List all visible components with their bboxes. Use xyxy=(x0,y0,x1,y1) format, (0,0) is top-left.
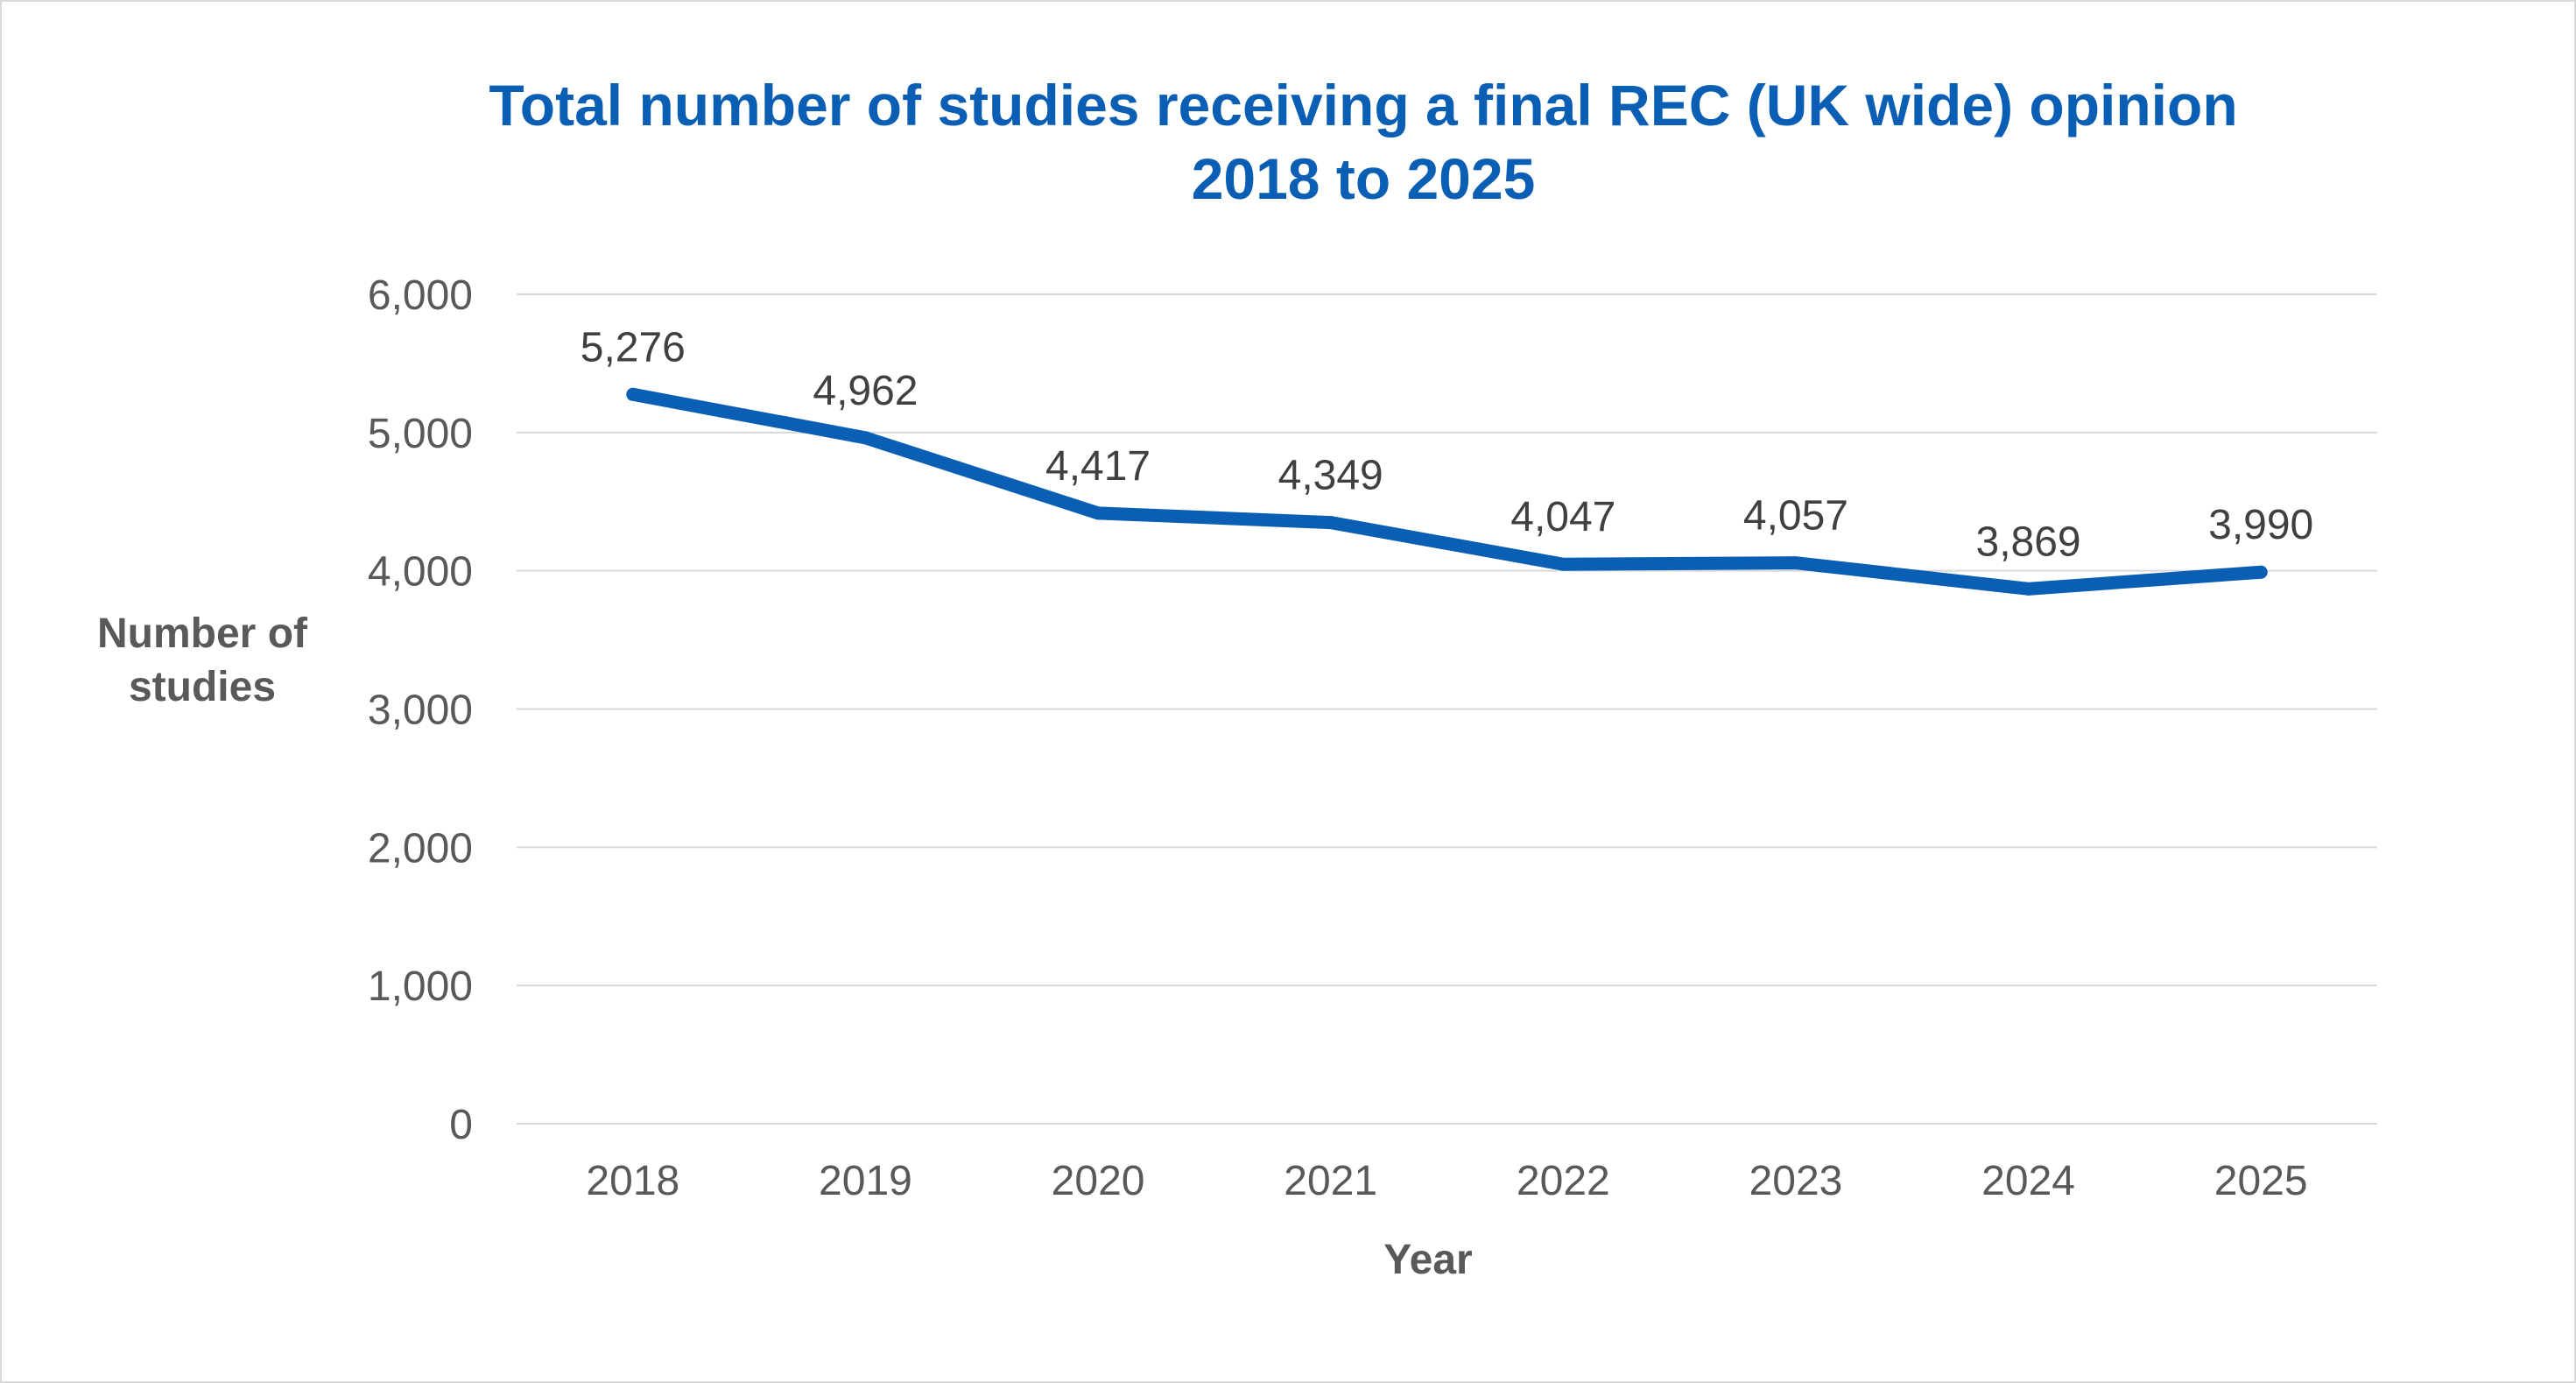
data-label: 4,349 xyxy=(1278,453,1383,499)
chart-title-line-1: Total number of studies receiving a fina… xyxy=(489,73,2237,138)
data-label: 4,047 xyxy=(1510,494,1615,540)
series-line xyxy=(626,387,2268,596)
data-label: 5,276 xyxy=(581,324,686,370)
y-axis-title-line-1: Number of xyxy=(97,610,308,657)
x-tick-label: 2025 xyxy=(2214,1158,2308,1204)
data-label: 3,869 xyxy=(1976,519,2081,565)
y-tick-label: 5,000 xyxy=(368,411,473,457)
data-point xyxy=(2254,565,2268,579)
data-label: 3,990 xyxy=(2208,502,2313,548)
x-tick-label: 2019 xyxy=(819,1158,912,1204)
data-point xyxy=(626,387,640,401)
chart-title: Total number of studies receiving a fina… xyxy=(489,73,2237,211)
data-label: 4,417 xyxy=(1045,443,1151,490)
x-tick-label: 2022 xyxy=(1517,1158,1610,1204)
y-tick-label: 4,000 xyxy=(368,549,473,596)
x-axis-title: Year xyxy=(1383,1237,1472,1283)
series-group xyxy=(626,387,2268,596)
y-tick-label: 0 xyxy=(449,1102,473,1148)
data-point xyxy=(1324,516,1338,530)
data-point xyxy=(858,431,872,445)
y-axis-title: Number of studies xyxy=(97,610,308,710)
y-axis-title-line-2: studies xyxy=(129,664,276,710)
y-tick-label: 1,000 xyxy=(368,963,473,1010)
x-tick-label: 2020 xyxy=(1052,1158,1145,1204)
x-axis-tick-labels: 2018 2019 2020 2021 2022 2023 2024 2025 xyxy=(586,1158,2307,1204)
data-point xyxy=(1556,557,1570,571)
data-label: 4,057 xyxy=(1743,493,1848,540)
y-tick-label: 2,000 xyxy=(368,825,473,871)
x-tick-label: 2018 xyxy=(586,1158,679,1204)
y-tick-label: 3,000 xyxy=(368,688,473,734)
y-axis-tick-labels: 0 1,000 2,000 3,000 4,000 5,000 6,000 xyxy=(368,272,473,1148)
x-tick-label: 2023 xyxy=(1749,1158,1843,1204)
data-point xyxy=(1091,506,1105,520)
data-label: 4,962 xyxy=(813,368,918,414)
data-point xyxy=(1789,556,1803,570)
x-tick-label: 2021 xyxy=(1284,1158,1377,1204)
data-labels: 5,276 4,962 4,417 4,349 4,047 4,057 3,869 3,990 xyxy=(581,324,2314,565)
x-tick-label: 2024 xyxy=(1981,1158,2075,1204)
y-tick-label: 6,000 xyxy=(368,272,473,319)
chart-title-line-2: 2018 to 2025 xyxy=(1192,146,1536,211)
gridlines xyxy=(517,293,2377,1125)
data-point xyxy=(2022,582,2036,596)
